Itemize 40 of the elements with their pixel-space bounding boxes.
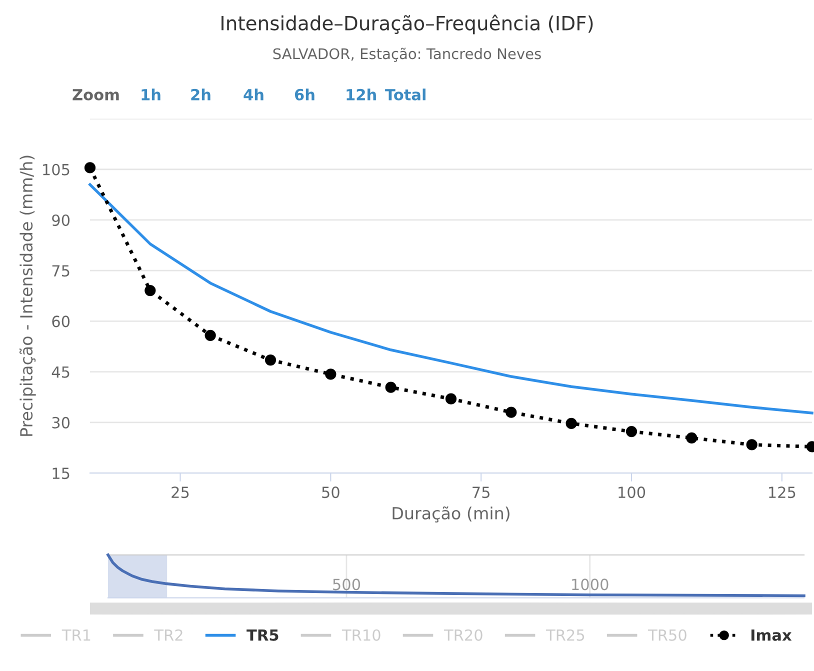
point (325, 368, 336, 380)
point (144, 284, 156, 296)
point (264, 354, 276, 366)
text: 6h (294, 88, 314, 100)
text: Total (385, 88, 426, 100)
text: 1h (142, 88, 160, 100)
text: Zoom (72, 89, 119, 100)
x-tick-label: 75 (472, 486, 490, 498)
x-axis-title: Duração (min) (392, 506, 510, 522)
y-tick-label: 60 (52, 316, 70, 328)
x-tick-label: 100 (618, 486, 646, 498)
y-tick-label: 75 (52, 265, 70, 277)
x-tick-label: 25 (172, 486, 189, 498)
chart-title: Intensidade–Duração–Frequência (IDF) (222, 14, 593, 34)
x-tick-label: 50 (322, 486, 340, 498)
y-tick-label: 30 (52, 416, 70, 428)
point (204, 330, 216, 341)
x-tick-label: 1000 (572, 578, 608, 590)
point (746, 439, 758, 450)
point (385, 382, 396, 393)
point (626, 426, 638, 438)
y-tick-label: 90 (52, 214, 70, 226)
point (566, 418, 577, 430)
text: 2h (191, 88, 210, 100)
y-axis-title: Precipitação - Intensidade (mm/h) (19, 156, 36, 436)
point (686, 432, 698, 444)
y-tick-label: 15 (52, 468, 70, 480)
legend-label: TR5 (246, 630, 278, 641)
legend-label: Imax (751, 630, 792, 641)
text: 4h (244, 88, 264, 100)
x-tick-label: 500 (333, 578, 360, 590)
point (445, 393, 457, 404)
point (84, 162, 96, 174)
x-tick-label: 125 (769, 486, 796, 498)
text: 12h (346, 88, 376, 100)
point (506, 406, 517, 418)
y-tick-label: 105 (43, 164, 70, 176)
chart-subtitle: SALVADOR, Estação: Tancredo Neves (273, 48, 541, 62)
y-tick-label: 45 (52, 366, 70, 378)
line-series (88, 183, 814, 414)
